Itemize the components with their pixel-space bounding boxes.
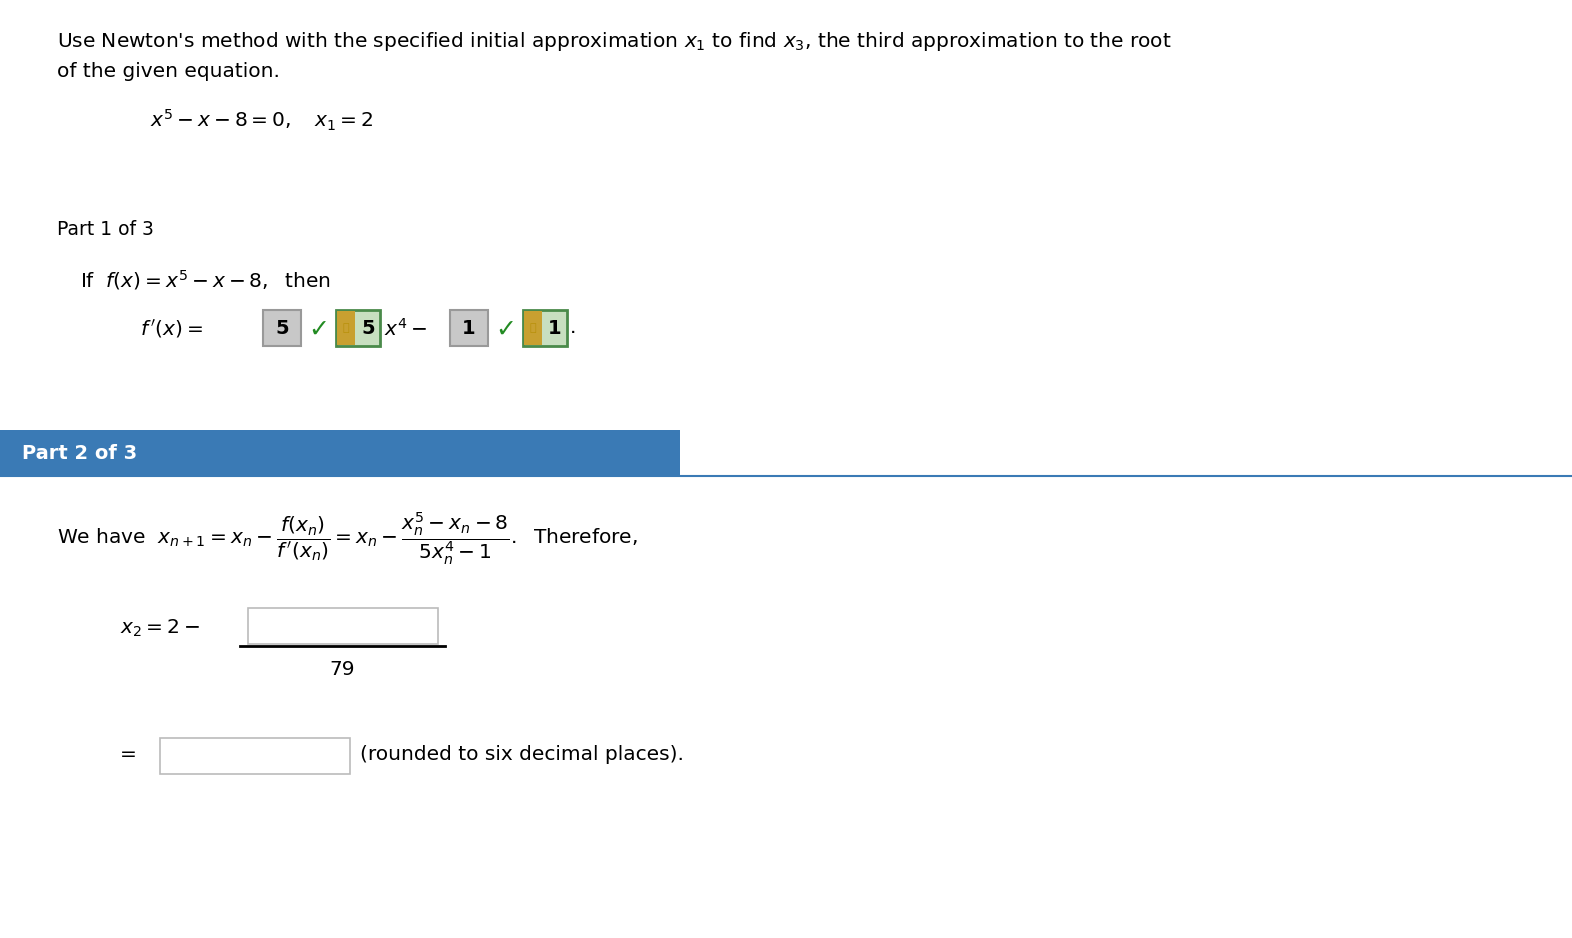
Text: Part 2 of 3: Part 2 of 3 [22,444,137,462]
Text: (rounded to six decimal places).: (rounded to six decimal places). [360,745,684,764]
Text: 5: 5 [275,319,289,338]
Bar [248,608,439,644]
Text: $x_2 = 2 - $: $x_2 = 2 - $ [119,618,200,640]
Text: 🗝: 🗝 [530,323,536,333]
Text: of the given equation.: of the given equation. [57,62,280,81]
Text: If  $f(x) = x^5 - x - 8,$  then: If $f(x) = x^5 - x - 8,$ then [80,268,332,292]
Bar [0,430,681,476]
Text: ✓: ✓ [495,318,516,342]
Text: $f\,'(x) = $: $f\,'(x) = $ [140,318,203,340]
Bar [523,310,567,346]
Bar [336,310,380,346]
Text: $x^5 - x - 8 = 0, \quad x_1 = 2$: $x^5 - x - 8 = 0, \quad x_1 = 2$ [149,108,374,133]
Text: .: . [571,318,577,337]
Text: 5: 5 [362,319,374,338]
Text: =: = [119,745,137,764]
Text: Part 1 of 3: Part 1 of 3 [57,220,154,239]
Text: 1: 1 [462,319,476,338]
Bar [450,310,487,346]
Text: 🗝: 🗝 [343,323,349,333]
Bar [263,310,300,346]
Text: 79: 79 [330,660,355,679]
Text: $x^4 - $: $x^4 - $ [384,318,428,340]
Bar [336,311,355,345]
Text: We have  $x_{n+1} = x_n - \dfrac{f(x_n)}{f\,'(x_n)} = x_n - \dfrac{x_n^5 - x_n -: We have $x_{n+1} = x_n - \dfrac{f(x_n)}{… [57,510,638,567]
Text: 1: 1 [549,319,561,338]
Bar [160,738,351,774]
Text: Use Newton's method with the specified initial approximation $x_1$ to find $x_3$: Use Newton's method with the specified i… [57,30,1171,53]
Text: ✓: ✓ [308,318,329,342]
Bar [523,311,542,345]
